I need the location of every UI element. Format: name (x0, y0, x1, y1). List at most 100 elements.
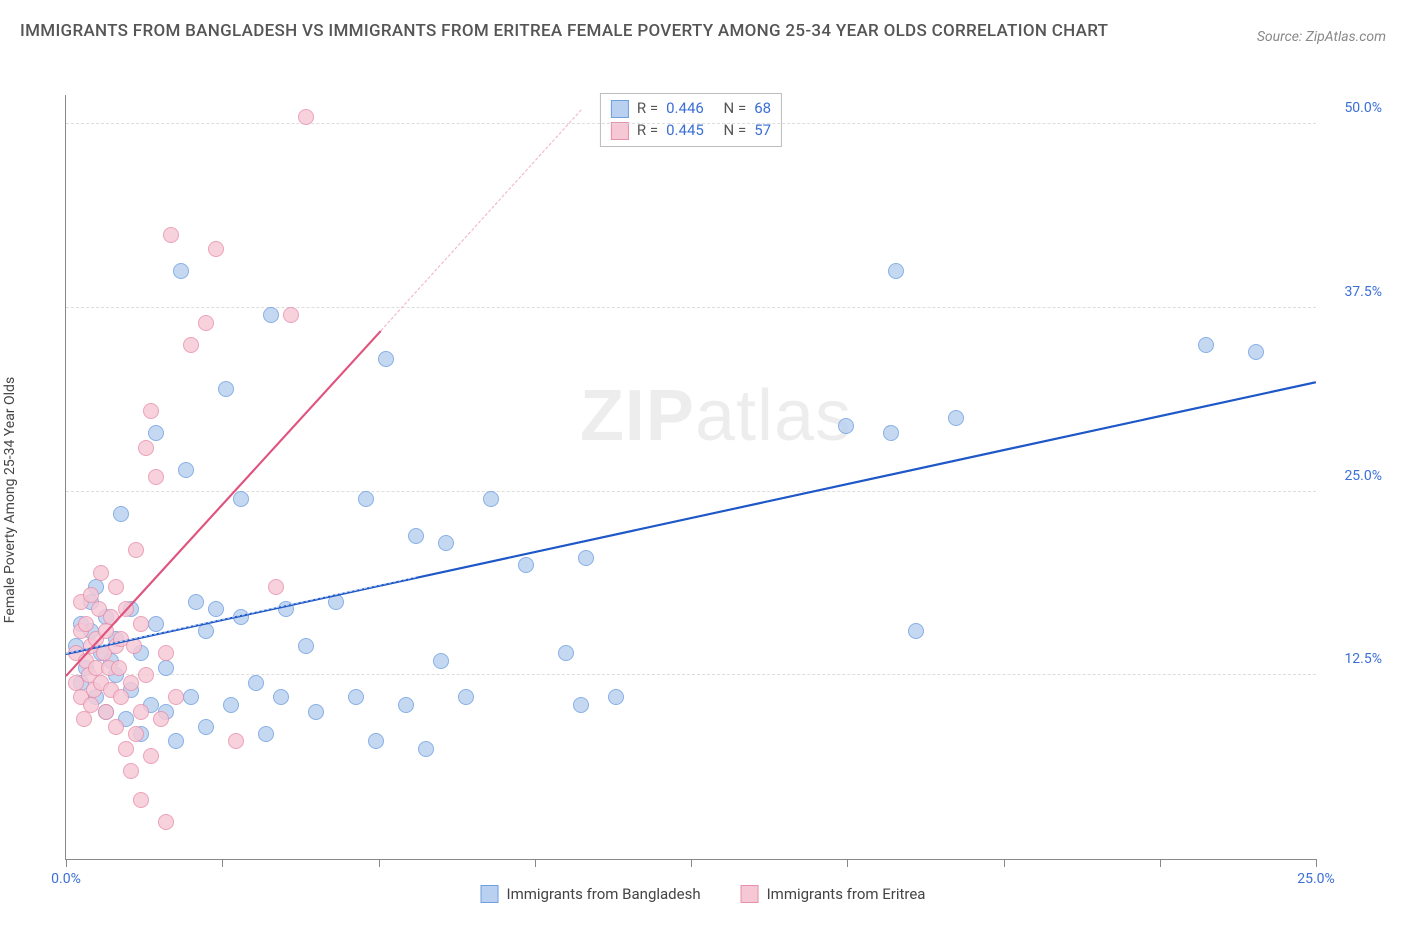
data-point (133, 792, 149, 808)
data-point (948, 410, 964, 426)
data-point (608, 689, 624, 705)
data-point (408, 528, 424, 544)
data-point (378, 351, 394, 367)
data-point (163, 227, 179, 243)
data-point (518, 557, 534, 573)
data-point (298, 109, 314, 125)
data-point (143, 748, 159, 764)
data-point (458, 689, 474, 705)
data-point (158, 814, 174, 830)
data-point (83, 697, 99, 713)
data-point (178, 462, 194, 478)
data-point (83, 587, 99, 603)
x-tick (222, 859, 223, 867)
y-tick-label: 50.0% (1344, 100, 1382, 116)
data-point (148, 425, 164, 441)
data-point (483, 491, 499, 507)
x-tick (1316, 859, 1317, 867)
trend-line-dashed (381, 110, 582, 331)
data-point (573, 697, 589, 713)
data-point (883, 425, 899, 441)
legend-label-series1: Immigrants from Bangladesh (507, 885, 701, 903)
data-point (103, 609, 119, 625)
data-point (358, 491, 374, 507)
data-point (76, 711, 92, 727)
data-point (138, 667, 154, 683)
data-point (258, 726, 274, 742)
data-point (153, 711, 169, 727)
data-point (111, 660, 127, 676)
source-label: Source: ZipAtlas.com (1257, 29, 1386, 45)
data-point (138, 440, 154, 456)
data-point (1248, 344, 1264, 360)
x-tick-label: 0.0% (51, 871, 81, 887)
data-point (133, 704, 149, 720)
data-point (158, 660, 174, 676)
data-point (208, 241, 224, 257)
swatch-series1-legend (481, 885, 499, 903)
data-point (98, 704, 114, 720)
data-point (128, 726, 144, 742)
data-point (133, 616, 149, 632)
data-point (128, 542, 144, 558)
data-point (273, 689, 289, 705)
data-point (398, 697, 414, 713)
legend: Immigrants from Bangladesh Immigrants fr… (481, 885, 926, 903)
data-point (223, 697, 239, 713)
chart-container: Female Poverty Among 25-34 Year Olds ZIP… (20, 95, 1386, 905)
y-tick-label: 12.5% (1344, 651, 1382, 667)
data-point (123, 763, 139, 779)
x-tick (847, 859, 848, 867)
data-point (168, 733, 184, 749)
data-point (578, 550, 594, 566)
legend-label-series2: Immigrants from Eritrea (767, 885, 926, 903)
stats-row-series1: R = 0.446 N = 68 (611, 98, 771, 120)
data-point (158, 645, 174, 661)
x-tick (535, 859, 536, 867)
swatch-series1 (611, 100, 629, 118)
data-point (283, 307, 299, 323)
data-point (418, 741, 434, 757)
data-point (208, 601, 224, 617)
x-tick (1004, 859, 1005, 867)
data-point (298, 638, 314, 654)
x-tick (691, 859, 692, 867)
data-point (348, 689, 364, 705)
y-axis-label: Female Poverty Among 25-34 Year Olds (2, 377, 18, 623)
data-point (183, 689, 199, 705)
data-point (143, 403, 159, 419)
x-tick (1160, 859, 1161, 867)
x-tick (379, 859, 380, 867)
data-point (1198, 337, 1214, 353)
data-point (433, 653, 449, 669)
data-point (113, 689, 129, 705)
data-point (173, 263, 189, 279)
gridline (66, 307, 1316, 308)
data-point (888, 263, 904, 279)
data-point (558, 645, 574, 661)
data-point (93, 565, 109, 581)
data-point (838, 418, 854, 434)
data-point (168, 689, 184, 705)
data-point (268, 579, 284, 595)
data-point (148, 616, 164, 632)
data-point (248, 675, 264, 691)
legend-item-series2: Immigrants from Eritrea (741, 885, 926, 903)
data-point (218, 381, 234, 397)
data-point (228, 733, 244, 749)
gridline (66, 491, 1316, 492)
data-point (368, 733, 384, 749)
trend-line (66, 382, 1316, 656)
data-point (148, 469, 164, 485)
data-point (198, 315, 214, 331)
data-point (198, 719, 214, 735)
swatch-series2-legend (741, 885, 759, 903)
data-point (308, 704, 324, 720)
legend-item-series1: Immigrants from Bangladesh (481, 885, 701, 903)
data-point (78, 616, 94, 632)
data-point (123, 675, 139, 691)
stats-box: R = 0.446 N = 68 R = 0.445 N = 57 (600, 93, 782, 147)
chart-title: IMMIGRANTS FROM BANGLADESH VS IMMIGRANTS… (20, 18, 1108, 45)
data-point (113, 506, 129, 522)
y-tick-label: 25.0% (1344, 468, 1382, 484)
